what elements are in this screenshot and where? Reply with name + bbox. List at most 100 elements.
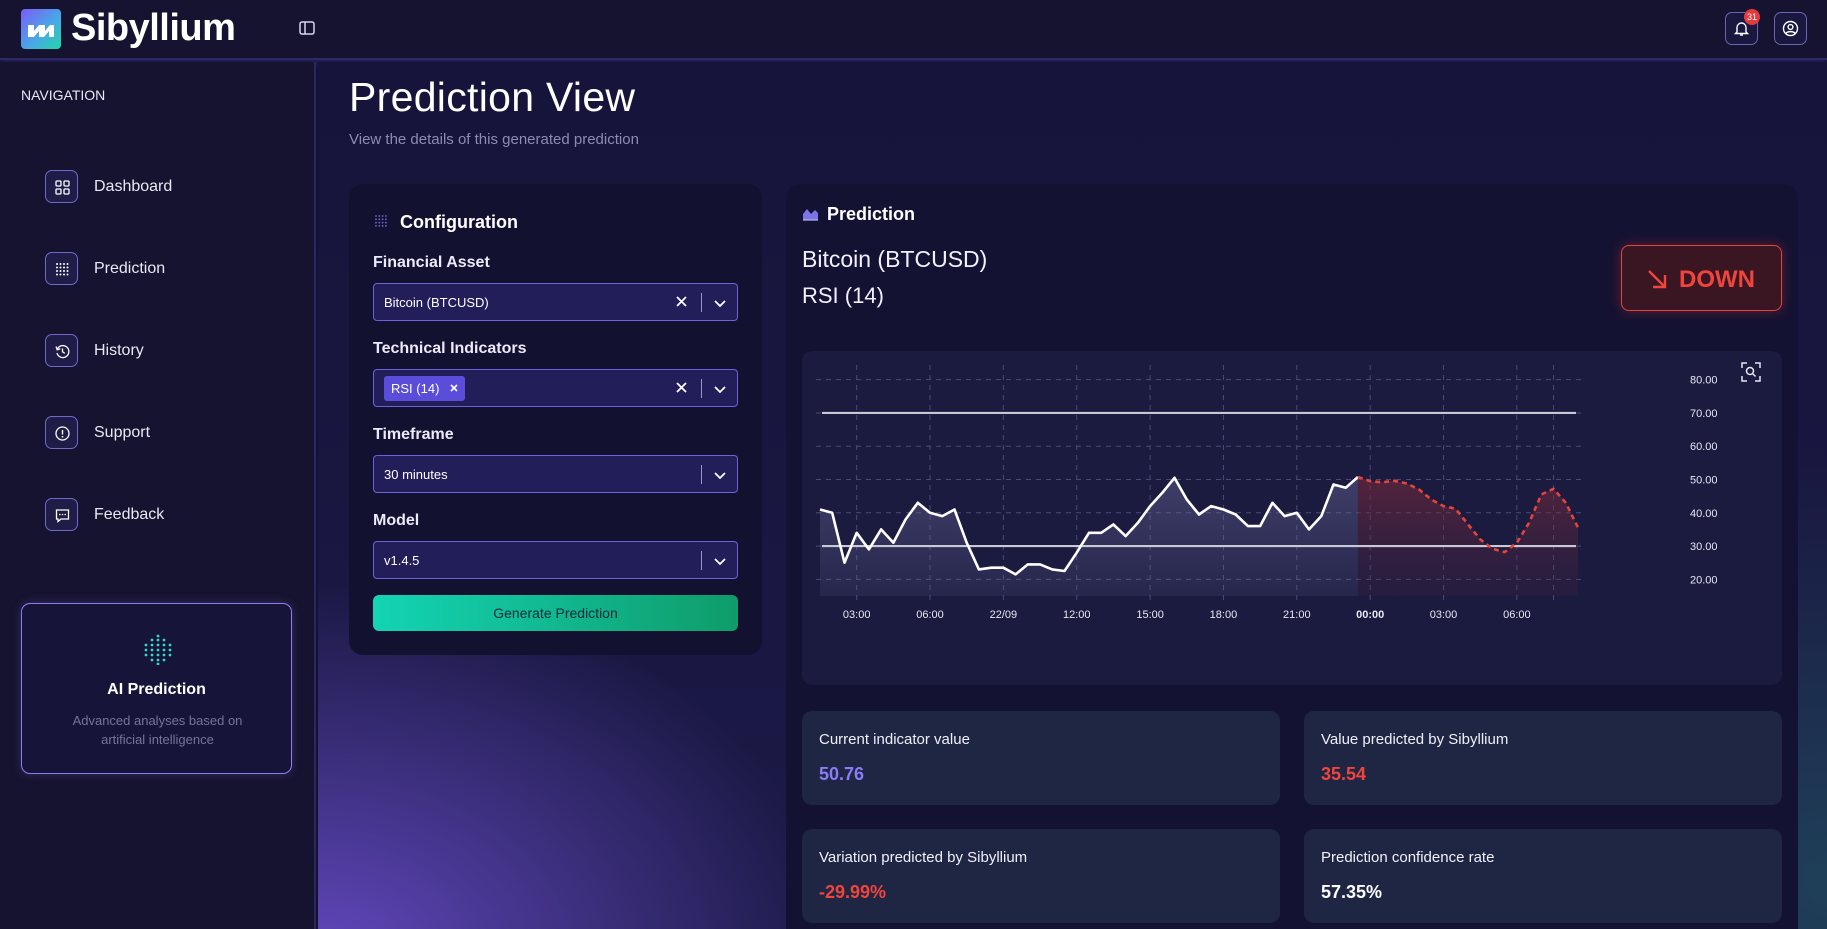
x-tick-label: 00:00 xyxy=(1356,609,1384,621)
chevron-down-icon[interactable] xyxy=(713,382,727,396)
user-icon xyxy=(1782,20,1799,37)
ai-prediction-card: AI Prediction Advanced analyses based on… xyxy=(21,603,292,774)
indicator-chip-label: RSI (14) xyxy=(391,381,440,396)
technical-indicators-label: Technical Indicators xyxy=(373,340,527,357)
confidence-value: 57.35% xyxy=(1321,882,1383,902)
financial-asset-label: Financial Asset xyxy=(373,254,490,271)
y-tick-label: 60.00 xyxy=(1690,441,1718,453)
current-indicator-card: Current indicator value 50.76 xyxy=(802,711,1280,805)
y-tick-label: 80.00 xyxy=(1690,375,1718,387)
x-tick-label: 21:00 xyxy=(1283,609,1311,621)
chevron-down-icon[interactable] xyxy=(713,468,727,482)
y-tick-label: 40.00 xyxy=(1690,508,1718,520)
sidebar-item-history[interactable]: History xyxy=(45,334,285,368)
configuration-title: Configuration xyxy=(400,212,518,232)
y-tick-label: 70.00 xyxy=(1690,408,1718,420)
technical-indicators-select[interactable]: RSI (14) xyxy=(373,369,738,407)
variation-card: Variation predicted by Sibyllium -29.99% xyxy=(802,829,1280,923)
prediction-series-line xyxy=(1357,475,1580,554)
financial-asset-value: Bitcoin (BTCUSD) xyxy=(384,295,489,310)
y-tick-label: 30.00 xyxy=(1690,541,1718,553)
confidence-card: Prediction confidence rate 57.35% xyxy=(1304,829,1782,923)
zoom-icon[interactable] xyxy=(1740,361,1762,383)
prediction-title: Prediction xyxy=(827,204,916,224)
current-indicator-value: 50.76 xyxy=(819,764,865,784)
support-icon xyxy=(45,416,78,449)
y-tick-label: 20.00 xyxy=(1690,574,1718,586)
sidebar-toggle-icon[interactable] xyxy=(298,19,316,37)
prediction-area xyxy=(1357,477,1578,596)
variation-value: -29.99% xyxy=(819,882,887,902)
x-tick-label: 15:00 xyxy=(1136,609,1164,621)
select-separator xyxy=(701,293,702,312)
arrow-down-right-icon xyxy=(1648,270,1667,289)
sidebar-item-support[interactable]: Support xyxy=(45,416,285,450)
asset-name: Bitcoin (BTCUSD) xyxy=(802,246,988,272)
select-separator xyxy=(701,465,702,484)
bell-icon xyxy=(1733,22,1750,36)
logo-icon xyxy=(21,9,61,49)
sidebar: NAVIGATION Dashboard Prediction xyxy=(0,62,316,929)
feedback-icon xyxy=(45,498,78,531)
sidebar-item-label: Support xyxy=(94,424,151,441)
history-area xyxy=(820,477,1358,596)
predicted-value: 35.54 xyxy=(1321,764,1367,784)
x-tick-label: 18:00 xyxy=(1210,609,1238,621)
page-subtitle: View the details of this generated predi… xyxy=(349,131,639,148)
sidebar-item-label: Prediction xyxy=(94,260,166,277)
sidebar-item-label: History xyxy=(94,342,144,359)
x-tick-label: 03:00 xyxy=(843,609,871,621)
x-tick-label: 03:00 xyxy=(1430,609,1458,621)
chevron-down-icon[interactable] xyxy=(713,554,727,568)
indicator-name: RSI (14) xyxy=(802,283,884,308)
timeframe-value: 30 minutes xyxy=(384,467,448,482)
timeframe-select[interactable]: 30 minutes xyxy=(373,455,738,493)
top-bar: Sibyllium 31 xyxy=(0,0,1827,60)
rsi-chart: 80.00 70.00 60.00 50.00 40.00 30.00 20.00 03:00… xyxy=(802,351,1782,685)
y-tick-label: 50.00 xyxy=(1690,475,1718,487)
dashboard-icon xyxy=(45,170,78,203)
area-chart-icon xyxy=(803,209,818,221)
select-separator xyxy=(701,379,702,398)
predicted-value-label: Value predicted by Sibyllium xyxy=(1321,731,1509,748)
confidence-label: Prediction confidence rate xyxy=(1321,849,1495,866)
sidebar-item-feedback[interactable]: Feedback xyxy=(45,498,285,532)
grid-dots-icon xyxy=(45,252,78,285)
x-tick-label: 06:00 xyxy=(916,609,944,621)
brand-name[interactable]: Sibyllium xyxy=(71,7,236,49)
ai-card-description: Advanced analyses based on artificial in… xyxy=(72,713,243,747)
current-indicator-label: Current indicator value xyxy=(819,731,970,748)
grid-dots-icon xyxy=(375,215,387,227)
chevron-down-icon[interactable] xyxy=(713,296,727,310)
history-icon xyxy=(45,334,78,367)
model-select[interactable]: v1.4.5 xyxy=(373,541,738,579)
clear-icon[interactable] xyxy=(675,295,688,308)
remove-chip-icon[interactable] xyxy=(449,383,459,393)
clear-icon[interactable] xyxy=(675,381,688,394)
notification-count-badge: 31 xyxy=(1744,9,1760,25)
select-separator xyxy=(701,551,702,570)
sidebar-item-label: Feedback xyxy=(94,506,165,523)
variation-label: Variation predicted by Sibyllium xyxy=(819,849,1028,866)
notifications-button[interactable]: 31 xyxy=(1725,9,1760,45)
prediction-card: Prediction Bitcoin (BTCUSD) RSI (14) DOW… xyxy=(786,184,1798,929)
sidebar-item-label: Dashboard xyxy=(94,178,173,195)
profile-button[interactable] xyxy=(1774,12,1807,45)
model-label: Model xyxy=(373,512,420,529)
ai-card-title: AI Prediction xyxy=(107,681,206,698)
indicator-chip: RSI (14) xyxy=(384,376,466,401)
timeframe-label: Timeframe xyxy=(373,426,454,443)
chart-svg: 80.00 70.00 60.00 50.00 40.00 30.00 20.00 03:00… xyxy=(816,365,1718,621)
financial-asset-select[interactable]: Bitcoin (BTCUSD) xyxy=(373,283,738,321)
generate-prediction-button[interactable]: Generate Prediction xyxy=(373,595,738,631)
direction-text: DOWN xyxy=(1679,266,1755,293)
history-series-line xyxy=(819,476,1359,576)
x-tick-label: 22/09 xyxy=(990,609,1018,621)
sidebar-item-dashboard[interactable]: Dashboard xyxy=(45,170,285,204)
nav-heading: NAVIGATION xyxy=(21,87,106,103)
x-tick-label: 06:00 xyxy=(1503,609,1531,621)
configuration-card: Configuration Financial Asset Bitcoin (B… xyxy=(349,184,762,655)
sidebar-item-prediction[interactable]: Prediction xyxy=(45,252,285,286)
x-tick-label: 12:00 xyxy=(1063,609,1091,621)
model-value: v1.4.5 xyxy=(384,553,420,568)
